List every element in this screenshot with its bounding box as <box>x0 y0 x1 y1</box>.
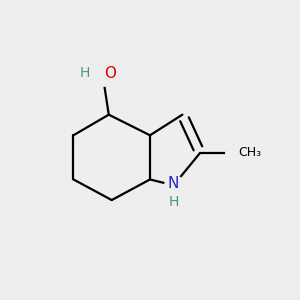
Text: N: N <box>168 176 179 191</box>
Text: O: O <box>104 66 116 81</box>
Text: H: H <box>79 66 90 80</box>
Text: H: H <box>168 194 179 208</box>
Text: CH₃: CH₃ <box>238 146 262 159</box>
